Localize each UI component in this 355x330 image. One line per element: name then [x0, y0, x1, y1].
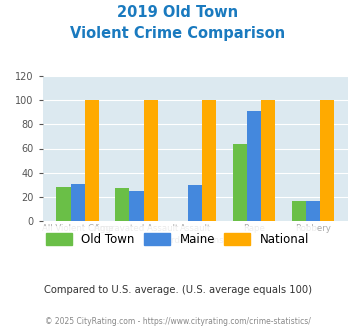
- Text: Violent Crime Comparison: Violent Crime Comparison: [70, 26, 285, 41]
- Bar: [71, 183, 85, 221]
- Bar: [261, 100, 275, 221]
- Bar: [129, 191, 143, 221]
- Text: 2019 Old Town: 2019 Old Town: [117, 5, 238, 20]
- Bar: [320, 100, 334, 221]
- Text: © 2025 CityRating.com - https://www.cityrating.com/crime-statistics/: © 2025 CityRating.com - https://www.city…: [45, 317, 310, 326]
- Text: Compared to U.S. average. (U.S. average equals 100): Compared to U.S. average. (U.S. average …: [44, 285, 311, 295]
- Bar: [292, 201, 306, 221]
- Bar: [56, 187, 71, 221]
- Legend: Old Town, Maine, National: Old Town, Maine, National: [39, 226, 316, 253]
- Bar: [306, 201, 320, 221]
- Bar: [233, 144, 247, 221]
- Bar: [202, 100, 217, 221]
- Bar: [247, 111, 261, 221]
- Bar: [188, 185, 202, 221]
- Bar: [85, 100, 99, 221]
- Bar: [115, 188, 129, 221]
- Bar: [143, 100, 158, 221]
